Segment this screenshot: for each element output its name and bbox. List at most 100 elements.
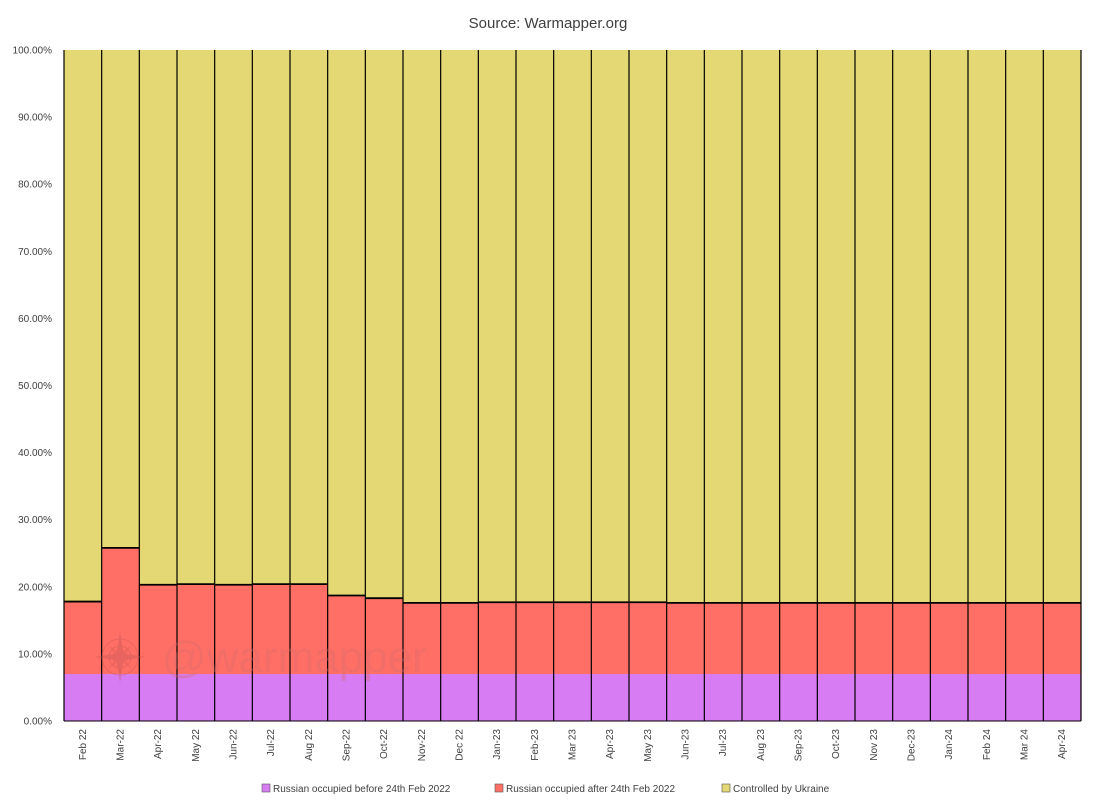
x-tick-label: Nov 23 bbox=[869, 729, 880, 761]
bar-segment-2 bbox=[327, 595, 366, 675]
bar-segment-3 bbox=[817, 50, 855, 603]
bars bbox=[63, 50, 1082, 722]
bar-segment-1 bbox=[478, 674, 516, 721]
bar-segment-2 bbox=[666, 602, 705, 675]
bar-segment-2 bbox=[779, 602, 818, 675]
bar-segment-3 bbox=[403, 50, 441, 603]
bar-segment-3 bbox=[704, 50, 742, 603]
bar-segment-2 bbox=[478, 602, 516, 675]
bar-segment-3 bbox=[666, 50, 705, 603]
bar-segment-2 bbox=[817, 602, 855, 675]
x-tick-label: Aug 22 bbox=[304, 729, 315, 761]
bar-segment-3 bbox=[139, 50, 177, 585]
bar-segment-1 bbox=[629, 674, 667, 721]
bar-segment-1 bbox=[440, 674, 479, 721]
x-tick-label: Jan-24 bbox=[944, 729, 955, 760]
bar-segment-2 bbox=[704, 602, 742, 675]
x-tick-label: Aug 23 bbox=[756, 729, 767, 761]
bar-segment-2 bbox=[516, 602, 554, 675]
bar-segment-2 bbox=[440, 602, 479, 675]
x-tick-label: Oct-22 bbox=[379, 729, 390, 759]
bar-segment-3 bbox=[629, 50, 667, 603]
bar-segment-1 bbox=[1005, 674, 1044, 721]
bar-segment-2 bbox=[629, 602, 667, 675]
bar-segment-3 bbox=[892, 50, 931, 603]
bar-segment-1 bbox=[704, 674, 742, 721]
legend-label: Russian occupied before 24th Feb 2022 bbox=[273, 784, 451, 795]
x-tick-label: May 22 bbox=[191, 729, 202, 762]
bar-segment-3 bbox=[64, 50, 102, 602]
bar-segment-3 bbox=[930, 50, 968, 603]
bar-segment-3 bbox=[591, 50, 629, 603]
y-tick-label: 70.00% bbox=[18, 247, 52, 258]
legend: Russian occupied before 24th Feb 2022 Rus… bbox=[261, 783, 830, 795]
bar-segment-1 bbox=[553, 674, 592, 721]
bar-segment-1 bbox=[1043, 674, 1081, 721]
x-tick-label: Apr-24 bbox=[1057, 729, 1068, 759]
bar-segment-3 bbox=[478, 50, 516, 603]
bar-segment-2 bbox=[64, 601, 102, 675]
bar-segment-2 bbox=[892, 602, 931, 675]
bar-segment-1 bbox=[930, 674, 968, 721]
bar-segment-3 bbox=[779, 50, 818, 603]
bar-segment-1 bbox=[139, 674, 177, 721]
bar-segment-1 bbox=[327, 674, 366, 721]
y-tick-label: 0.00% bbox=[24, 717, 52, 728]
chart-title: Source: Warmapper.org bbox=[469, 15, 628, 32]
bar-segment-1 bbox=[214, 674, 253, 721]
bar-segment-2 bbox=[139, 584, 177, 675]
x-tick-label: Mar-22 bbox=[116, 729, 127, 761]
x-axis: Feb 22 Mar-22 Apr-22 May 22 Jun-22 Jul-22 Aug … bbox=[78, 729, 1068, 762]
bar-segment-1 bbox=[403, 674, 441, 721]
bar-segment-2 bbox=[930, 602, 968, 675]
bar-segment-1 bbox=[516, 674, 554, 721]
bar-segment-1 bbox=[64, 674, 102, 721]
bar-segment-1 bbox=[817, 674, 855, 721]
y-tick-label: 20.00% bbox=[18, 582, 52, 593]
x-tick-label: Jul-23 bbox=[718, 729, 729, 757]
bar-segment-1 bbox=[892, 674, 931, 721]
legend-swatch bbox=[494, 783, 504, 793]
bar-segment-3 bbox=[968, 50, 1006, 603]
watermark: @warmapper bbox=[94, 631, 427, 683]
bar-segment-3 bbox=[290, 50, 328, 585]
x-tick-label: Jul-22 bbox=[266, 729, 277, 757]
bar-segment-2 bbox=[968, 602, 1006, 675]
bar-segment-3 bbox=[855, 50, 893, 603]
bar-segment-1 bbox=[591, 674, 629, 721]
bar-segment-2 bbox=[742, 602, 780, 675]
bar-segment-1 bbox=[855, 674, 893, 721]
legend-swatch bbox=[261, 783, 271, 793]
bar-segment-1 bbox=[742, 674, 780, 721]
y-tick-label: 10.00% bbox=[18, 649, 52, 660]
bar-segment-2 bbox=[365, 598, 403, 675]
y-tick-label: 50.00% bbox=[18, 381, 52, 392]
bar-segment-2 bbox=[290, 584, 328, 675]
bar-segment-1 bbox=[290, 674, 328, 721]
bar-segment-1 bbox=[101, 674, 140, 721]
bar-segment-3 bbox=[1005, 50, 1044, 603]
bar-segment-3 bbox=[101, 50, 140, 548]
bar-segment-2 bbox=[252, 584, 290, 675]
legend-swatch bbox=[721, 783, 731, 793]
x-tick-label: Mar 23 bbox=[568, 729, 579, 761]
y-tick-label: 30.00% bbox=[18, 515, 52, 526]
y-tick-label: 60.00% bbox=[18, 314, 52, 325]
x-tick-label: Sep-22 bbox=[342, 729, 353, 762]
y-axis: 0.00% 10.00% 20.00% 30.00% 40.00% 50.00% 60.00… bbox=[13, 46, 53, 728]
bar-segment-3 bbox=[516, 50, 554, 603]
bar-segment-2 bbox=[403, 602, 441, 675]
bar-segment-3 bbox=[252, 50, 290, 585]
x-tick-label: Feb 22 bbox=[78, 729, 89, 761]
bar-segment-1 bbox=[666, 674, 705, 721]
x-tick-label: Oct-23 bbox=[831, 729, 842, 759]
bar-segment-3 bbox=[214, 50, 253, 585]
bar-segment-2 bbox=[101, 547, 140, 675]
watermark-text: @warmapper bbox=[162, 633, 427, 682]
y-tick-label: 90.00% bbox=[18, 113, 52, 124]
x-tick-label: Feb-23 bbox=[530, 729, 541, 761]
bar-segment-1 bbox=[365, 674, 403, 721]
bar-segment-2 bbox=[1043, 602, 1081, 675]
x-tick-label: Apr-23 bbox=[605, 729, 616, 759]
